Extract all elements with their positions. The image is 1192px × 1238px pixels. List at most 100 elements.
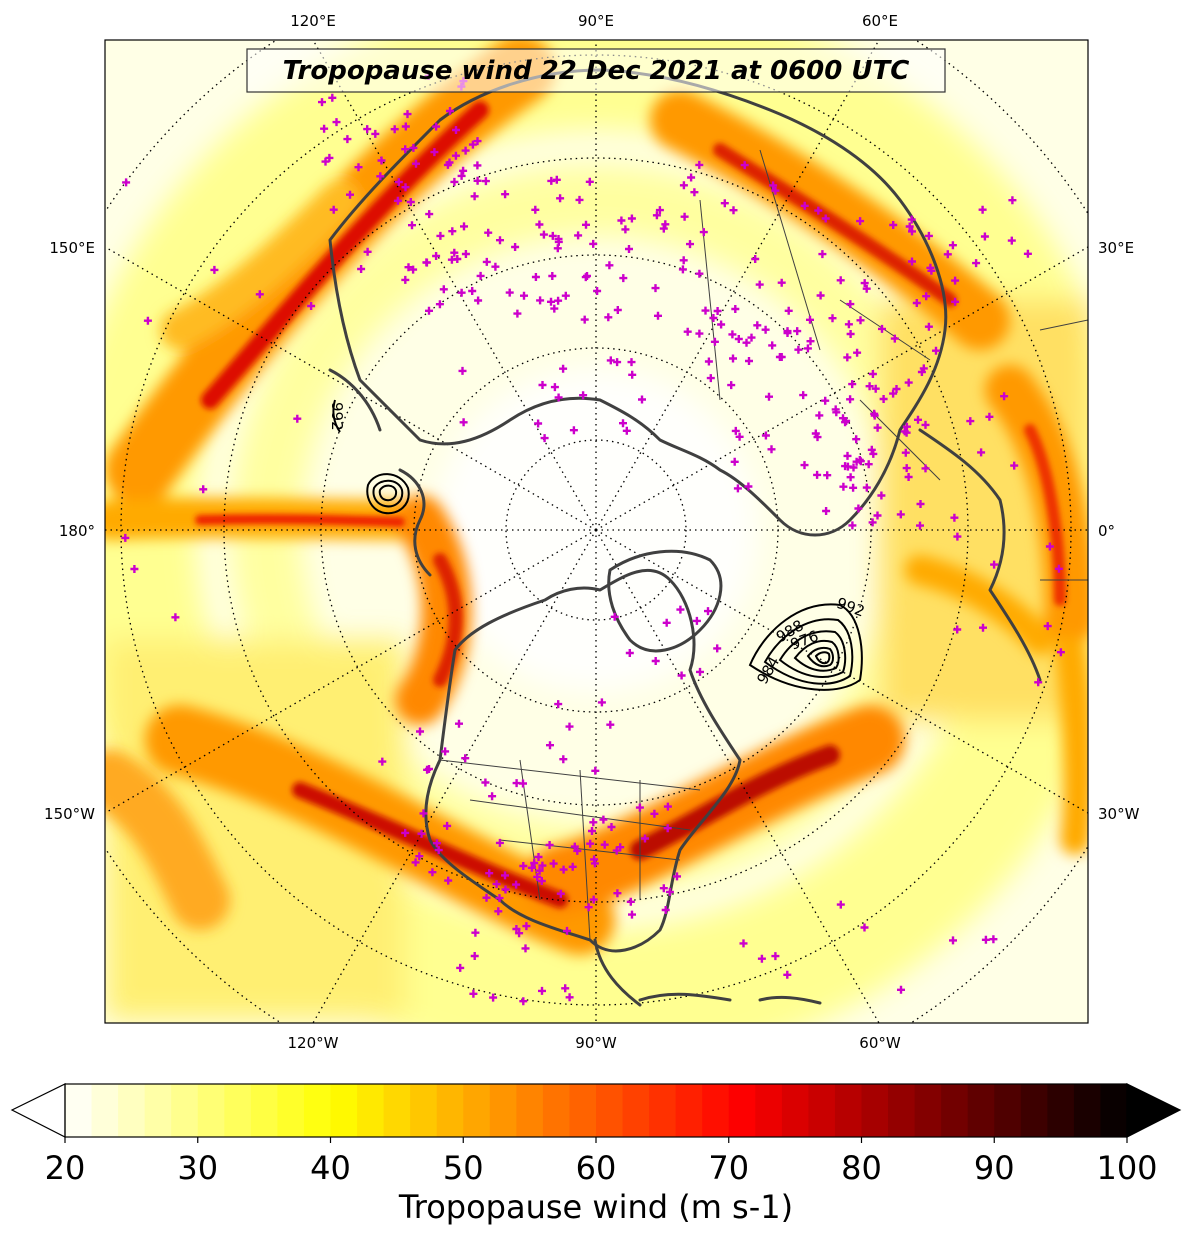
station-marker bbox=[530, 859, 539, 867]
station-marker bbox=[613, 358, 622, 367]
station-marker bbox=[803, 344, 812, 353]
colorbar-segment bbox=[967, 1084, 995, 1137]
station-marker bbox=[531, 273, 540, 281]
station-marker bbox=[922, 292, 931, 301]
station-marker bbox=[948, 241, 957, 250]
jet-cores bbox=[195, 101, 1066, 908]
station-marker bbox=[559, 755, 568, 764]
station-marker bbox=[695, 329, 704, 338]
station-marker bbox=[896, 510, 905, 519]
station-marker bbox=[401, 183, 410, 192]
station-marker bbox=[501, 190, 510, 199]
station-marker bbox=[547, 297, 555, 306]
station-marker bbox=[441, 747, 450, 756]
station-marker bbox=[794, 345, 803, 354]
station-marker bbox=[432, 252, 441, 260]
station-marker bbox=[828, 314, 837, 323]
lon-label-top: 60°E bbox=[862, 12, 898, 30]
station-marker bbox=[519, 997, 528, 1006]
station-marker bbox=[548, 272, 557, 280]
colorbar-segment bbox=[489, 1084, 517, 1137]
station-marker bbox=[904, 473, 913, 481]
station-marker bbox=[839, 414, 847, 423]
colorbar-ticks: 20 30 40 50 60 70 80 90 100 bbox=[45, 1137, 1158, 1187]
station-marker bbox=[771, 186, 780, 195]
lon-label-left: 180° bbox=[59, 522, 95, 540]
station-marker bbox=[761, 325, 770, 334]
station-marker bbox=[1007, 236, 1016, 245]
station-marker bbox=[548, 231, 557, 240]
station-marker bbox=[473, 176, 482, 185]
station-marker bbox=[556, 889, 565, 898]
colorbar-segment bbox=[383, 1084, 411, 1137]
station-marker bbox=[761, 431, 770, 440]
station-marker bbox=[625, 245, 633, 253]
station-marker bbox=[535, 866, 544, 875]
lon-label-right: 30°W bbox=[1098, 805, 1140, 823]
station-marker bbox=[806, 315, 814, 324]
station-marker bbox=[415, 852, 424, 861]
station-marker bbox=[821, 396, 830, 405]
station-marker bbox=[917, 368, 926, 376]
station-marker bbox=[907, 215, 916, 224]
station-marker bbox=[625, 649, 634, 657]
station-marker bbox=[950, 513, 959, 522]
station-marker bbox=[765, 392, 773, 401]
station-marker bbox=[731, 305, 740, 313]
station-marker bbox=[409, 143, 418, 152]
station-marker bbox=[619, 274, 628, 283]
station-marker bbox=[729, 206, 738, 215]
station-marker bbox=[1034, 678, 1043, 687]
station-marker bbox=[318, 98, 326, 107]
station-marker bbox=[563, 926, 571, 935]
colorbar-tick-label: 100 bbox=[1096, 1149, 1157, 1187]
station-marker bbox=[728, 330, 737, 339]
station-marker bbox=[852, 435, 861, 444]
station-marker bbox=[1043, 622, 1052, 631]
colorbar-segment bbox=[755, 1084, 783, 1137]
station-marker bbox=[953, 625, 962, 634]
station-marker bbox=[793, 327, 802, 336]
station-marker bbox=[843, 451, 852, 460]
station-marker bbox=[921, 464, 930, 473]
station-marker bbox=[401, 275, 410, 284]
colorbar-segment bbox=[808, 1084, 836, 1137]
station-marker bbox=[813, 470, 822, 479]
station-marker bbox=[683, 327, 692, 336]
station-marker bbox=[710, 337, 719, 346]
station-marker bbox=[404, 263, 413, 272]
station-marker bbox=[574, 231, 583, 240]
colorbar-segment bbox=[888, 1084, 916, 1137]
station-marker bbox=[461, 754, 470, 763]
station-marker bbox=[473, 137, 482, 146]
colorbar-segment bbox=[649, 1084, 677, 1137]
station-marker bbox=[932, 346, 940, 355]
station-marker bbox=[488, 792, 497, 801]
colorbar-segment bbox=[144, 1084, 172, 1137]
colorbar-segment bbox=[171, 1084, 199, 1137]
lon-label-left: 150°W bbox=[44, 805, 95, 823]
station-marker bbox=[628, 910, 636, 919]
station-marker bbox=[892, 385, 901, 393]
station-marker bbox=[199, 485, 208, 494]
station-marker bbox=[706, 374, 715, 383]
station-marker bbox=[678, 265, 687, 274]
station-marker bbox=[121, 533, 130, 542]
colorbar-segment bbox=[728, 1084, 756, 1137]
station-marker bbox=[771, 952, 780, 961]
station-marker bbox=[411, 858, 420, 867]
station-marker bbox=[734, 335, 743, 343]
station-marker bbox=[990, 560, 999, 569]
station-marker bbox=[581, 273, 590, 282]
station-marker bbox=[902, 428, 911, 437]
station-marker bbox=[846, 330, 855, 338]
station-marker bbox=[916, 500, 925, 508]
colorbar-tick-label: 90 bbox=[974, 1149, 1015, 1187]
station-marker bbox=[720, 199, 729, 208]
station-marker bbox=[846, 300, 855, 309]
station-marker bbox=[665, 887, 674, 896]
station-marker bbox=[775, 353, 784, 361]
station-marker bbox=[951, 297, 960, 306]
station-marker bbox=[924, 231, 933, 240]
